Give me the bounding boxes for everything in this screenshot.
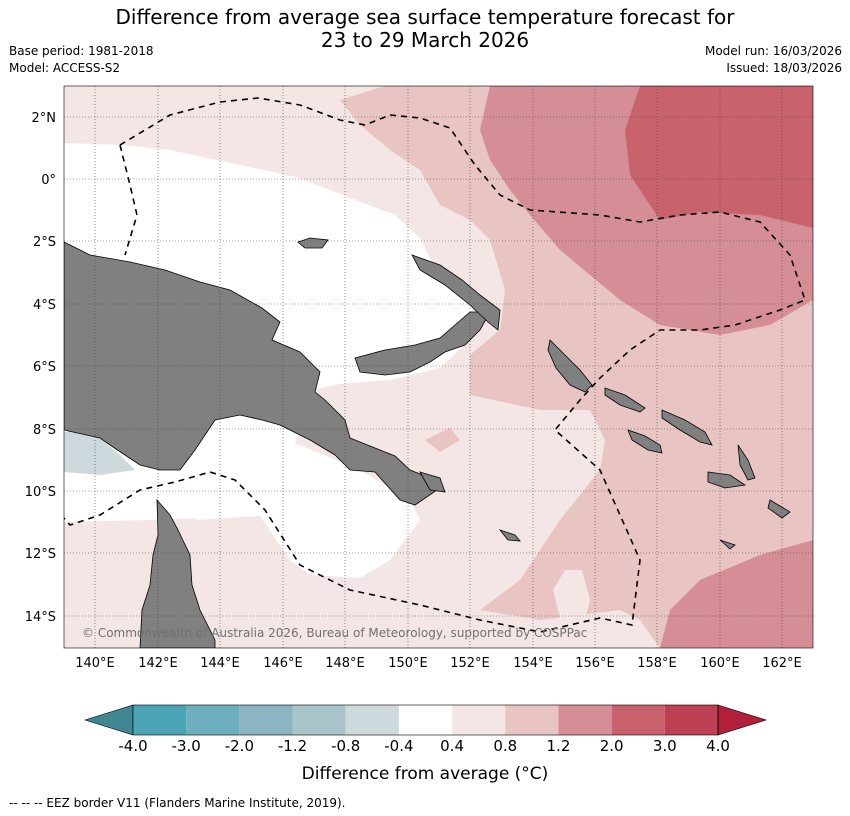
land-louisiade [498, 529, 521, 542]
lon-tick-label: 158°E [637, 656, 677, 671]
colorbar-segment [452, 705, 506, 735]
land-new-ireland [411, 254, 501, 331]
colorbar-tick-label: -0.4 [384, 737, 414, 755]
colorbar-segment [239, 705, 293, 735]
metadata-left: Base period: 1981-2018 Model: ACCESS-S2 [9, 43, 154, 77]
lat-tick-label: 0° [41, 173, 56, 188]
eez-legend: -- -- -- EEZ border V11 (Flanders Marine… [9, 796, 346, 810]
colorbar-tick-label: 0.4 [440, 737, 464, 755]
map-frame [63, 85, 814, 649]
anomaly-patch-south [553, 570, 590, 620]
colorbar-tick-label: -1.2 [277, 737, 308, 755]
land-santa-isabel [661, 409, 713, 446]
title-line-1: Difference from average sea surface temp… [115, 5, 735, 29]
colorbar-segment [558, 705, 612, 735]
colorbar-tick-label: -0.8 [331, 737, 361, 755]
land-new-britain [354, 311, 491, 376]
lon-tick-label: 140°E [75, 656, 115, 671]
lat-tick-label: 12°S [25, 547, 56, 562]
lat-tick-label: 6°S [33, 360, 56, 375]
lon-tick-label: 148°E [325, 656, 365, 671]
colorbar-tick-label: 1.2 [546, 737, 571, 755]
colorbar-tick-label: -4.0 [118, 737, 148, 755]
colorbar-tick-label: -2.0 [224, 737, 254, 755]
lon-tick-label: 146°E [263, 656, 303, 671]
model-name: Model: ACCESS-S2 [9, 61, 121, 75]
colorbar-segment [186, 705, 240, 735]
lat-tick-label: 2°S [33, 235, 56, 250]
colorbar-max-arrow [717, 704, 768, 736]
lon-tick-label: 160°E [700, 656, 740, 671]
eez-border-west [119, 144, 138, 256]
anomaly-1-2-to-2-0-region-south [660, 540, 813, 648]
colorbar-segment [292, 705, 346, 735]
land-islet-southeast [719, 539, 736, 550]
colorbar [83, 704, 768, 736]
lat-tick-label: 4°S [33, 298, 56, 313]
colorbar-segment [664, 705, 718, 735]
eez-border-png [64, 97, 806, 633]
base-period: Base period: 1981-2018 [9, 44, 154, 58]
model-run: Model run: 16/03/2026 [704, 44, 842, 58]
eez-borders [64, 97, 806, 633]
colorbar-segment [345, 705, 399, 735]
lon-tick-label: 152°E [450, 656, 490, 671]
map-copyright: © Commonwealth of Australia 2026, Bureau… [82, 626, 587, 640]
lon-tick-label: 154°E [513, 656, 553, 671]
land-choiseul [604, 387, 646, 413]
colorbar-segment [505, 705, 559, 735]
lon-tick-label: 162°E [762, 656, 802, 671]
latitude-labels: 2°N 0° 2°S 4°S 6°S 8°S 10°S 12°S 14°S [25, 111, 56, 625]
issued-date: Issued: 18/03/2026 [726, 61, 842, 75]
metadata-right: Model run: 16/03/2026 Issued: 18/03/2026 [705, 43, 842, 77]
longitude-labels: 140°E 142°E 144°E 146°E 148°E 150°E 152°E 154°E… [75, 656, 802, 671]
graticule [64, 86, 813, 648]
lon-tick-label: 142°E [138, 656, 178, 671]
colorbar-tick-label: 2.0 [599, 737, 624, 755]
anomaly-patch-coral-sea [425, 428, 460, 452]
colorbar-min-arrow [83, 704, 134, 736]
land-makira [707, 471, 747, 489]
colorbar-tick-label: 4.0 [706, 737, 730, 755]
anomaly-cool-patch [64, 430, 135, 475]
lat-tick-label: 8°S [33, 423, 56, 438]
lon-tick-label: 150°E [388, 656, 428, 671]
colorbar-tick-label: -3.0 [171, 737, 201, 755]
colorbar-segment [611, 705, 665, 735]
colorbar-tick-label: 0.8 [493, 737, 518, 755]
colorbar-segment [133, 705, 187, 735]
title-line-2: 23 to 29 March 2026 [320, 28, 530, 52]
map-plot-area: © Commonwealth of Australia 2026, Bureau… [64, 86, 813, 648]
colorbar-title: Difference from average (°C) [301, 764, 549, 784]
lon-tick-label: 144°E [200, 656, 240, 671]
land-guadalcanal [627, 429, 663, 454]
anomaly-2-0-to-3-0-region [625, 86, 813, 228]
lat-tick-label: 10°S [25, 485, 56, 500]
land-malaita [737, 444, 756, 481]
colorbar-tick-label: 3.0 [652, 737, 677, 755]
land-bougainville [547, 339, 593, 393]
land-dentrecasteaux [419, 471, 446, 493]
lat-tick-label: 2°N [32, 111, 57, 126]
land-manus [297, 237, 329, 249]
land-cape-york [139, 498, 216, 648]
lat-tick-label: 14°S [25, 610, 56, 625]
lon-tick-label: 156°E [575, 656, 615, 671]
anomaly-neutral-region-south [195, 440, 420, 578]
colorbar-segment [398, 705, 453, 735]
colorbar-frame [132, 704, 719, 736]
